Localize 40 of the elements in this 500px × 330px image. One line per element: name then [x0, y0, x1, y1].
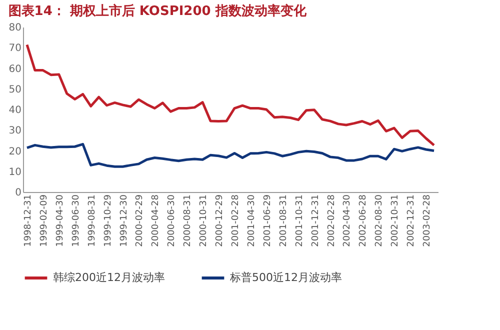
x-tick-label: 2002-12-31 — [406, 194, 417, 247]
x-tick-label: 2002-02-28 — [326, 194, 337, 247]
x-tick-label: 2002-08-30 — [374, 194, 385, 247]
y-tick-label: 80 — [8, 22, 22, 34]
y-tick-label: 10 — [8, 166, 22, 178]
legend-label: 标普500近12月波动率 — [229, 271, 342, 284]
x-tick-label: 2001-06-29 — [262, 194, 273, 247]
legend-label: 韩综200近12月波动率 — [53, 271, 165, 284]
y-tick-label: 20 — [8, 146, 22, 158]
x-tick-label: 2002-10-31 — [390, 194, 401, 247]
x-tick-label: 2000-08-31 — [183, 194, 194, 247]
y-tick-label: 60 — [8, 64, 22, 75]
y-tick-label: 70 — [8, 43, 22, 54]
line-series — [26, 142, 436, 168]
x-tick-label: 1999-08-31 — [87, 194, 98, 247]
x-tick-label: 1999-10-29 — [103, 194, 114, 247]
x-tick-label: 2001-10-31 — [294, 194, 305, 247]
x-tick-label: 2002-06-28 — [358, 194, 369, 247]
y-tick-label: 30 — [8, 126, 22, 137]
y-tick-label: 50 — [8, 84, 22, 96]
x-tick-label: 2003-02-28 — [422, 194, 433, 247]
x-tick-label: 2000-02-29 — [135, 194, 146, 247]
x-tick-label: 1999-06-30 — [71, 194, 82, 247]
x-tick-label: 1999-12-30 — [119, 194, 130, 247]
x-tick-label: 2001-02-28 — [230, 194, 241, 247]
y-tick-label: 40 — [8, 105, 22, 116]
chart-title: 图表14： 期权上市后 KOSPI200 指数波动率变化 — [8, 3, 308, 19]
y-tick-label: 0 — [15, 188, 22, 198]
x-tick-label: 1999-02-09 — [39, 194, 50, 247]
x-tick-label: 2002-04-30 — [342, 194, 353, 247]
x-tick-label: 2001-04-30 — [246, 194, 257, 247]
x-tick-label: 1999-04-30 — [55, 194, 66, 247]
x-tick-label: 2001-12-31 — [310, 194, 321, 247]
x-tick-label: 2000-10-31 — [199, 194, 210, 247]
line-series — [26, 43, 436, 146]
x-tick-label: 2000-06-30 — [167, 194, 178, 247]
x-tick-label: 2000-12-29 — [215, 194, 226, 247]
x-tick-label: 1998-12-31 — [23, 194, 34, 247]
x-tick-label: 2000-04-28 — [151, 194, 162, 247]
x-tick-label: 2001-08-31 — [278, 194, 289, 247]
